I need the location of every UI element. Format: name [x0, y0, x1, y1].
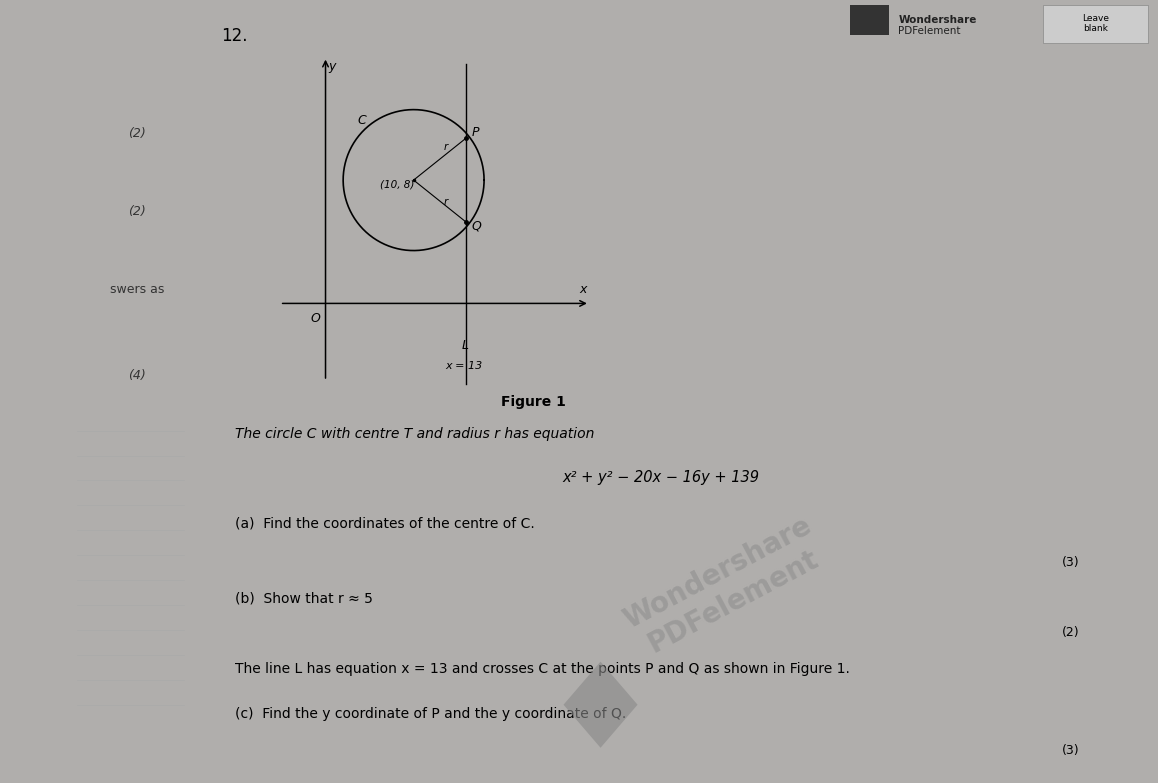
Text: L: L — [461, 339, 468, 352]
Text: x: x — [579, 283, 586, 297]
Text: r: r — [444, 197, 448, 207]
Text: x = 13: x = 13 — [446, 361, 483, 370]
Text: y: y — [329, 60, 336, 74]
Text: O: O — [310, 312, 321, 325]
Text: Figure 1: Figure 1 — [500, 395, 566, 410]
Text: swers as: swers as — [110, 283, 164, 296]
Text: C: C — [357, 114, 366, 127]
Bar — [1042, 5, 1149, 43]
Text: Wondershare
PDFelement: Wondershare PDFelement — [620, 511, 831, 663]
Text: x² + y² − 20x − 16y + 139: x² + y² − 20x − 16y + 139 — [562, 470, 760, 485]
Polygon shape — [564, 662, 638, 748]
Text: (2): (2) — [1062, 626, 1079, 640]
Text: (2): (2) — [129, 205, 146, 218]
Text: (2): (2) — [129, 127, 146, 139]
Text: The line L has equation x = 13 and crosses C at the points P and Q as shown in F: The line L has equation x = 13 and cross… — [235, 662, 850, 676]
Text: (a)  Find the coordinates of the centre of C.: (a) Find the coordinates of the centre o… — [235, 517, 535, 531]
Text: r: r — [444, 143, 448, 152]
Text: (10, 8): (10, 8) — [380, 179, 415, 189]
Text: Q: Q — [471, 219, 482, 233]
Text: (4): (4) — [129, 370, 146, 382]
Text: (c)  Find the y coordinate of P and the y coordinate of Q.: (c) Find the y coordinate of P and the y… — [235, 707, 626, 721]
Text: (b)  Show that r ≈ 5: (b) Show that r ≈ 5 — [235, 591, 373, 605]
Text: Leave
blank: Leave blank — [1082, 14, 1109, 33]
Text: (3): (3) — [1062, 744, 1079, 757]
Text: 12.: 12. — [221, 27, 248, 45]
Text: P: P — [471, 126, 479, 139]
Text: Wondershare: Wondershare — [899, 15, 977, 24]
Text: PDFelement: PDFelement — [899, 27, 961, 36]
Bar — [850, 5, 889, 35]
Text: The circle C with centre T and radius r has equation: The circle C with centre T and radius r … — [235, 427, 595, 441]
Text: (3): (3) — [1062, 556, 1079, 569]
